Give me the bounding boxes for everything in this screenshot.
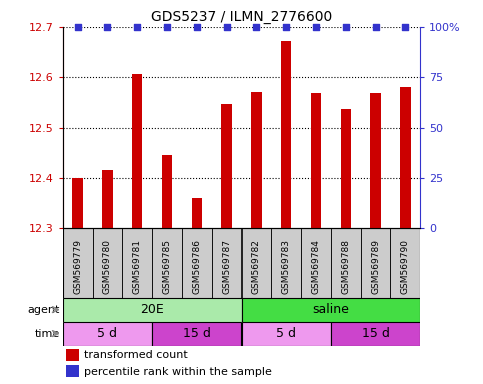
Bar	[390, 228, 420, 298]
Text: 5 d: 5 d	[98, 327, 117, 340]
Bar	[72, 177, 83, 228]
Text: GSM569788: GSM569788	[341, 239, 350, 294]
Point	[193, 24, 201, 30]
Text: GSM569780: GSM569780	[103, 239, 112, 294]
Text: agent: agent	[28, 305, 60, 314]
Point	[133, 24, 141, 30]
Bar	[331, 228, 361, 298]
Bar	[281, 41, 291, 228]
Bar	[152, 228, 182, 298]
Bar	[212, 228, 242, 298]
Point	[342, 24, 350, 30]
Bar	[400, 87, 411, 228]
Point	[223, 24, 230, 30]
Bar	[271, 228, 301, 298]
Bar	[242, 298, 420, 321]
Bar	[192, 198, 202, 228]
Bar	[63, 228, 93, 298]
Point	[372, 24, 380, 30]
Bar	[66, 349, 79, 361]
Bar	[301, 228, 331, 298]
Text: GSM569785: GSM569785	[163, 239, 171, 294]
Bar	[122, 228, 152, 298]
Text: 15 d: 15 d	[362, 327, 389, 340]
Point	[74, 24, 82, 30]
Bar	[221, 104, 232, 228]
Bar	[361, 228, 390, 298]
Point	[163, 24, 171, 30]
Bar	[331, 321, 420, 346]
Bar	[242, 228, 271, 298]
Text: GSM569782: GSM569782	[252, 239, 261, 294]
Bar	[93, 228, 122, 298]
Bar	[341, 109, 351, 228]
Bar	[102, 170, 113, 228]
Text: 15 d: 15 d	[183, 327, 211, 340]
Bar	[162, 156, 172, 228]
Text: saline: saline	[313, 303, 349, 316]
Text: 20E: 20E	[140, 303, 164, 316]
Bar	[182, 228, 212, 298]
Bar	[152, 321, 242, 346]
Title: GDS5237 / ILMN_2776600: GDS5237 / ILMN_2776600	[151, 10, 332, 25]
Text: transformed count: transformed count	[84, 350, 188, 360]
Text: GSM569787: GSM569787	[222, 239, 231, 294]
Bar	[132, 74, 142, 228]
Text: GSM569786: GSM569786	[192, 239, 201, 294]
Text: GSM569784: GSM569784	[312, 239, 320, 294]
Point	[253, 24, 260, 30]
Text: GSM569789: GSM569789	[371, 239, 380, 294]
Bar	[66, 365, 79, 377]
Bar	[311, 93, 321, 228]
Bar	[251, 92, 262, 228]
Text: GSM569790: GSM569790	[401, 239, 410, 294]
Text: GSM569783: GSM569783	[282, 239, 291, 294]
Point	[312, 24, 320, 30]
Point	[104, 24, 112, 30]
Text: percentile rank within the sample: percentile rank within the sample	[84, 366, 272, 376]
Bar	[370, 93, 381, 228]
Point	[401, 24, 409, 30]
Bar	[63, 298, 242, 321]
Bar	[63, 321, 152, 346]
Text: GSM569779: GSM569779	[73, 239, 82, 294]
Bar	[242, 321, 331, 346]
Text: time: time	[35, 329, 60, 339]
Text: GSM569781: GSM569781	[133, 239, 142, 294]
Text: 5 d: 5 d	[276, 327, 296, 340]
Point	[282, 24, 290, 30]
